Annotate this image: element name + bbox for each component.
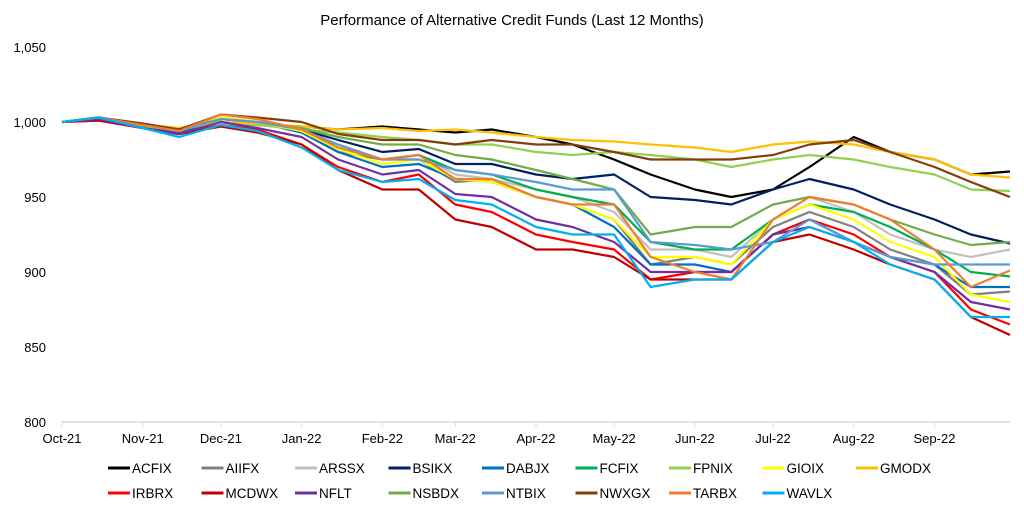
y-tick-label: 850 (24, 340, 46, 355)
legend-item-ntbix: NTBIX (482, 486, 546, 501)
legend-label: WAVLX (787, 486, 833, 501)
legend-item-nflt: NFLT (295, 486, 352, 501)
x-tick-label: Jun-22 (675, 431, 715, 446)
legend-label: MCDWX (226, 486, 279, 501)
x-tick-label: May-22 (592, 431, 635, 446)
legend-item-gmodx: GMODX (856, 461, 931, 476)
legend: ACFIX AIIFX ARSSX BSIKX DABJX FCFIX FPNIX GIOIX… (108, 461, 931, 501)
legend-item-gioix: GIOIX (762, 461, 825, 476)
legend-item-mcdwx: MCDWX (201, 486, 279, 501)
series-line-mcdwx (61, 119, 1011, 336)
series-lines (61, 113, 1011, 336)
y-tick-label: 900 (24, 265, 46, 280)
legend-label: FCFIX (600, 461, 639, 476)
legend-item-wavlx: WAVLX (762, 486, 833, 501)
legend-label: DABJX (506, 461, 550, 476)
y-tick-label: 1,050 (13, 40, 46, 55)
legend-label: BSIKX (413, 461, 453, 476)
legend-item-fcfix: FCFIX (575, 461, 639, 476)
x-tick-label: Mar-22 (435, 431, 476, 446)
x-tick-label: Jul-22 (755, 431, 790, 446)
chart-title: Performance of Alternative Credit Funds … (320, 12, 704, 29)
legend-label: NWXGX (600, 486, 651, 501)
legend-item-irbrx: IRBRX (108, 486, 173, 501)
legend-label: NSBDX (413, 486, 460, 501)
legend-item-nwxgx: NWXGX (575, 486, 651, 501)
legend-label: ACFIX (132, 461, 172, 476)
x-tick-label: Dec-21 (200, 431, 242, 446)
legend-label: AIIFX (226, 461, 260, 476)
x-tick-label: Apr-22 (516, 431, 555, 446)
legend-item-arssx: ARSSX (295, 461, 365, 476)
x-tick-label: Jan-22 (282, 431, 322, 446)
legend-item-acfix: ACFIX (108, 461, 172, 476)
legend-item-aiifx: AIIFX (201, 461, 260, 476)
legend-label: ARSSX (319, 461, 365, 476)
legend-item-bsikx: BSIKX (388, 461, 453, 476)
legend-item-dabjx: DABJX (482, 461, 550, 476)
series-line-wavlx (61, 116, 1010, 319)
x-tick-label: Nov-21 (122, 431, 164, 446)
x-axis: Oct-21 Nov-21 Dec-21 Jan-22 Feb-22 Mar-22 Apr-… (42, 421, 1010, 446)
legend-label: NFLT (319, 486, 352, 501)
legend-item-nsbdx: NSBDX (388, 486, 460, 501)
legend-label: GIOIX (787, 461, 825, 476)
legend-item-fpnix: FPNIX (669, 461, 733, 476)
legend-label: FPNIX (693, 461, 733, 476)
legend-label: TARBX (693, 486, 737, 501)
x-tick-label: Aug-22 (833, 431, 875, 446)
legend-label: NTBIX (506, 486, 546, 501)
x-tick-label: Sep-22 (914, 431, 956, 446)
y-axis: 800 850 900 950 1,000 1,050 (13, 40, 46, 430)
legend-item-tarbx: TARBX (669, 486, 737, 501)
x-tick-label: Feb-22 (362, 431, 403, 446)
y-tick-label: 1,000 (13, 115, 46, 130)
legend-label: IRBRX (132, 486, 173, 501)
legend-label: GMODX (880, 461, 931, 476)
series-line-tarbx (61, 113, 1011, 289)
x-tick-label: Oct-21 (42, 431, 81, 446)
y-tick-label: 800 (24, 415, 46, 430)
y-tick-label: 950 (24, 190, 46, 205)
